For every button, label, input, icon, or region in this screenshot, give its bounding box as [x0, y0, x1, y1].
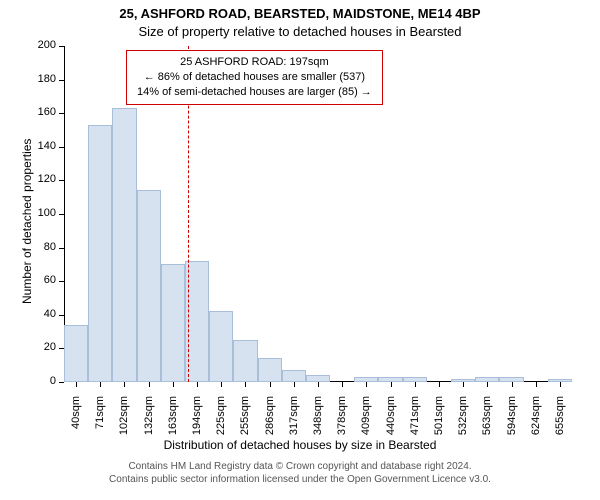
- histogram-bar: [209, 311, 233, 382]
- caption-line1: Contains HM Land Registry data © Crown c…: [0, 460, 600, 473]
- x-axis-label: Distribution of detached houses by size …: [0, 438, 600, 452]
- histogram-bar: [64, 325, 88, 382]
- ytick-label: 160: [28, 106, 56, 118]
- histogram-bar: [137, 190, 161, 382]
- y-axis-label: Number of detached properties: [20, 139, 34, 304]
- chart-title-line1: 25, ASHFORD ROAD, BEARSTED, MAIDSTONE, M…: [0, 6, 600, 21]
- ytick-label: 180: [28, 73, 56, 85]
- annotation-line2: ← 86% of detached houses are smaller (53…: [137, 70, 372, 85]
- ytick-label: 200: [28, 39, 56, 51]
- annotation-line3: 14% of semi-detached houses are larger (…: [137, 85, 372, 100]
- ytick-label: 0: [28, 375, 56, 387]
- ytick-label: 40: [28, 308, 56, 320]
- histogram-bar: [233, 340, 257, 382]
- ytick-label: 20: [28, 341, 56, 353]
- histogram-bar: [161, 264, 185, 382]
- histogram-bar: [185, 261, 209, 382]
- annotation-line1: 25 ASHFORD ROAD: 197sqm: [137, 55, 372, 70]
- chart-title-line2: Size of property relative to detached ho…: [0, 24, 600, 39]
- histogram-bar: [258, 358, 282, 382]
- histogram-bar: [88, 125, 112, 382]
- annotation-box: 25 ASHFORD ROAD: 197sqm ← 86% of detache…: [126, 50, 383, 105]
- histogram-chart: 25, ASHFORD ROAD, BEARSTED, MAIDSTONE, M…: [0, 0, 600, 500]
- caption-line2: Contains public sector information licen…: [0, 473, 600, 486]
- histogram-bar: [306, 375, 330, 382]
- histogram-bar: [112, 108, 136, 382]
- histogram-bar: [282, 370, 306, 382]
- caption: Contains HM Land Registry data © Crown c…: [0, 460, 600, 486]
